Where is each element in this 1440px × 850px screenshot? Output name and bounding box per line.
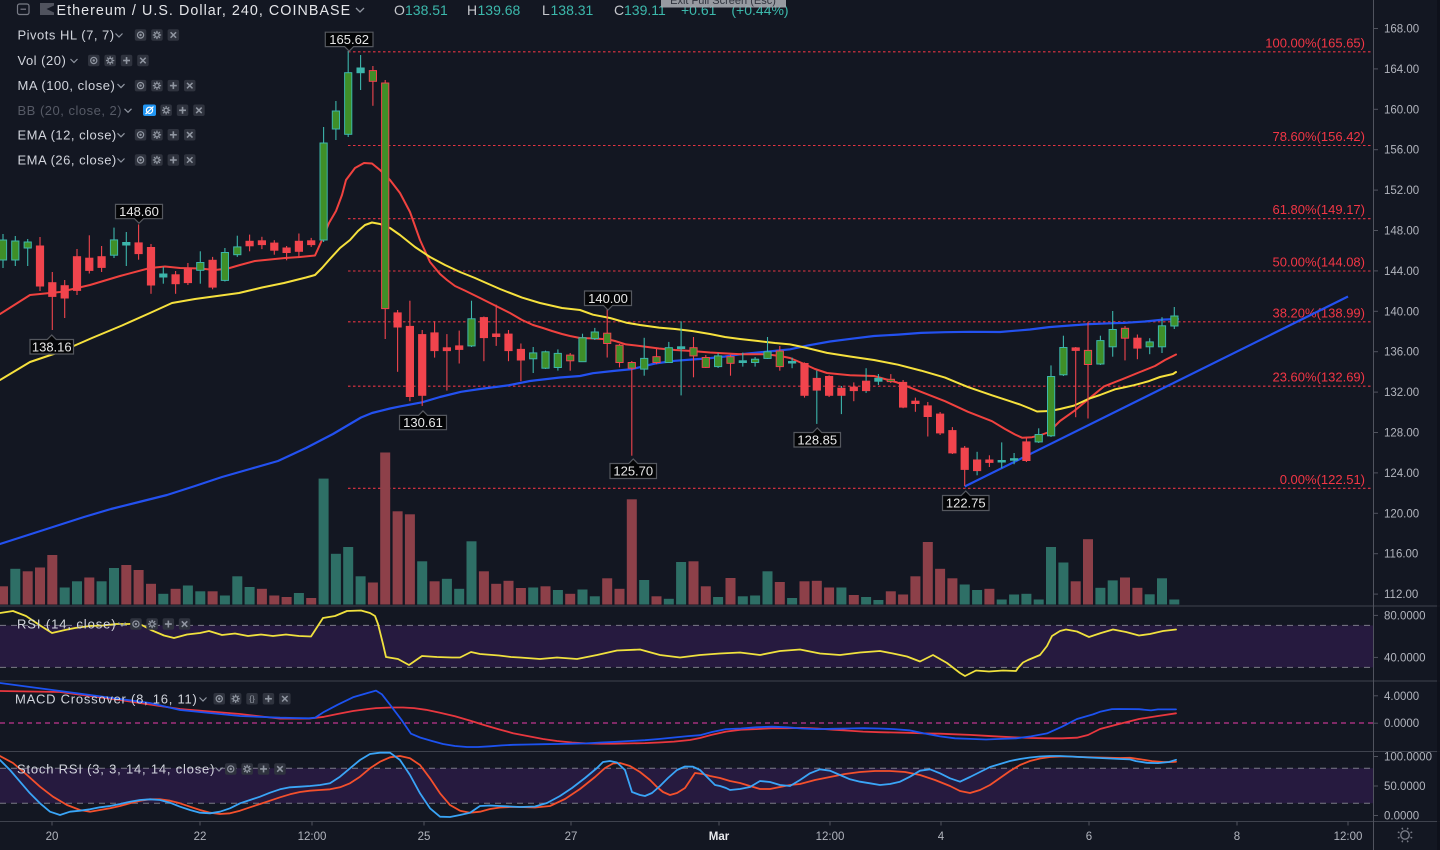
svg-text:100.0000: 100.0000 <box>1384 752 1432 764</box>
svg-text:12:00: 12:00 <box>298 831 327 843</box>
svg-text:144.00: 144.00 <box>1384 266 1419 278</box>
svg-text:Stoch RSI (3, 3, 14, 14, close: Stoch RSI (3, 3, 14, 14, close) <box>17 762 215 777</box>
svg-text:122.75: 122.75 <box>946 496 986 511</box>
svg-text:MA (100, close): MA (100, close) <box>18 78 116 93</box>
svg-text:12:00: 12:00 <box>816 831 845 843</box>
svg-text:27: 27 <box>565 831 578 843</box>
svg-text:112.00: 112.00 <box>1384 589 1418 601</box>
svg-text:EMA (26, close): EMA (26, close) <box>18 153 117 168</box>
svg-text:139.11: 139.11 <box>624 2 666 18</box>
svg-text:12:00: 12:00 <box>1334 831 1363 843</box>
svg-text:C: C <box>614 2 624 18</box>
svg-text:148.00: 148.00 <box>1384 226 1419 238</box>
svg-text:120.00: 120.00 <box>1384 508 1419 520</box>
svg-text:165.62: 165.62 <box>329 32 369 47</box>
svg-text:136.00: 136.00 <box>1384 347 1419 359</box>
svg-text:Vol (20): Vol (20) <box>18 53 67 68</box>
svg-text:140.00: 140.00 <box>1384 306 1419 318</box>
svg-text:138.31: 138.31 <box>551 2 594 18</box>
svg-text:156.00: 156.00 <box>1384 145 1419 157</box>
svg-text:139.68: 139.68 <box>478 2 521 18</box>
svg-text:23.60%(132.69): 23.60%(132.69) <box>1272 370 1365 385</box>
svg-text:Ethereum / U.S. Dollar, 240, C: Ethereum / U.S. Dollar, 240, COINBASE <box>57 3 352 19</box>
svg-text:50.00%(144.08): 50.00%(144.08) <box>1272 255 1365 270</box>
svg-text:EMA (12, close): EMA (12, close) <box>18 127 117 142</box>
svg-text:130.61: 130.61 <box>403 415 443 430</box>
svg-text:128.00: 128.00 <box>1384 428 1419 440</box>
svg-text:50.0000: 50.0000 <box>1384 781 1426 793</box>
svg-text:160.00: 160.00 <box>1384 104 1419 116</box>
svg-text:100.00%(165.65): 100.00%(165.65) <box>1265 35 1365 50</box>
svg-text:152.00: 152.00 <box>1384 185 1419 197</box>
svg-text:138.16: 138.16 <box>32 339 72 354</box>
svg-text:Pivots HL (7, 7): Pivots HL (7, 7) <box>18 28 115 43</box>
svg-text:L: L <box>542 2 550 18</box>
svg-text:Mar: Mar <box>709 831 730 843</box>
svg-text:116.00: 116.00 <box>1384 549 1418 561</box>
svg-text:140.00: 140.00 <box>588 291 628 306</box>
svg-text:124.00: 124.00 <box>1384 468 1419 480</box>
svg-text:168.00: 168.00 <box>1384 24 1419 36</box>
svg-text:125.70: 125.70 <box>613 464 653 479</box>
svg-text:6: 6 <box>1086 831 1092 843</box>
svg-text:4.0000: 4.0000 <box>1384 691 1419 703</box>
svg-text:MACD Crossover (8, 16, 11): MACD Crossover (8, 16, 11) <box>15 692 198 707</box>
svg-text:4: 4 <box>938 831 945 843</box>
svg-text:128.85: 128.85 <box>797 432 837 447</box>
svg-text:Exit Full Screen (Esc): Exit Full Screen (Esc) <box>670 0 776 7</box>
svg-text:22: 22 <box>194 831 207 843</box>
svg-text:0.0000: 0.0000 <box>1384 718 1419 730</box>
svg-text:20: 20 <box>46 831 59 843</box>
svg-text:40.0000: 40.0000 <box>1384 652 1426 664</box>
svg-text:H: H <box>467 2 477 18</box>
svg-text:RSI (14, close): RSI (14, close) <box>17 617 116 632</box>
svg-text:O: O <box>394 2 405 18</box>
svg-text:132.00: 132.00 <box>1384 387 1419 399</box>
svg-text:164.00: 164.00 <box>1384 64 1419 76</box>
svg-text:80.0000: 80.0000 <box>1384 610 1426 622</box>
svg-text:61.80%(149.17): 61.80%(149.17) <box>1272 202 1365 217</box>
svg-text:8: 8 <box>1234 831 1240 843</box>
svg-text:0.0000: 0.0000 <box>1384 811 1419 823</box>
svg-text:148.60: 148.60 <box>119 204 159 219</box>
svg-text:BB (20, close, 2): BB (20, close, 2) <box>18 103 123 118</box>
svg-text:78.60%(156.42): 78.60%(156.42) <box>1272 129 1365 144</box>
svg-text:38.20%(138.99): 38.20%(138.99) <box>1272 305 1365 320</box>
svg-text:0.00%(122.51): 0.00%(122.51) <box>1280 472 1365 487</box>
svg-text:138.51: 138.51 <box>405 2 448 18</box>
svg-text:25: 25 <box>418 831 431 843</box>
